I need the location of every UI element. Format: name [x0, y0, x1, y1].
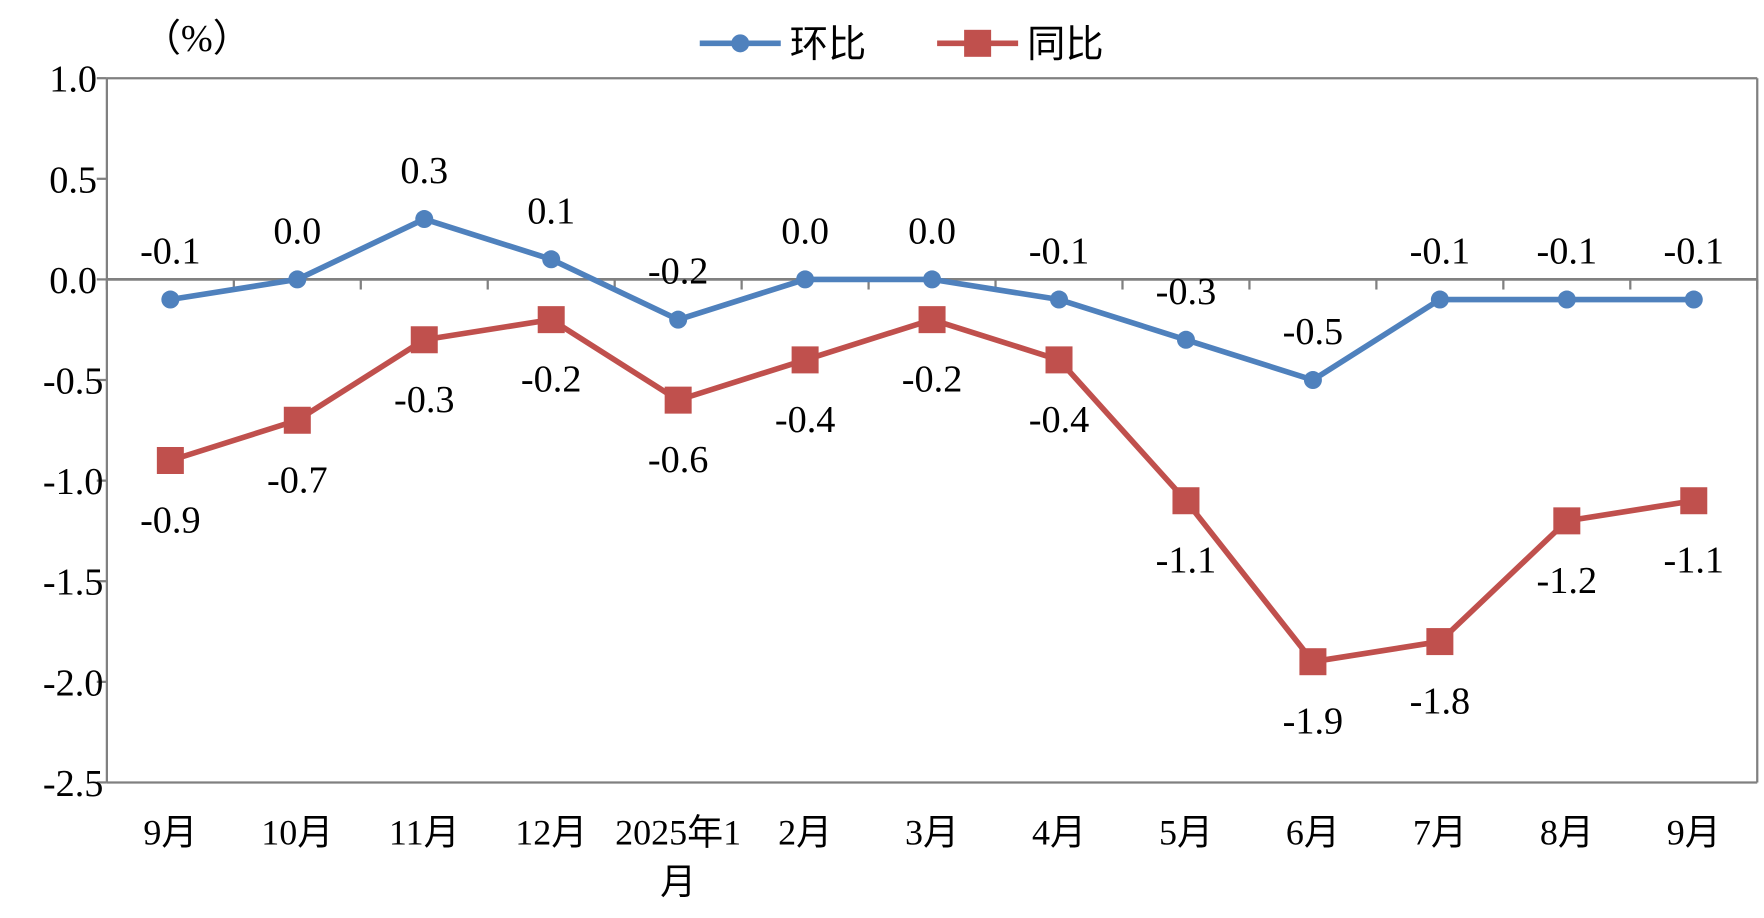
- data-label: -0.2: [521, 359, 582, 401]
- data-point: [664, 386, 692, 414]
- data-point: [283, 406, 311, 434]
- data-label: -0.3: [394, 379, 455, 421]
- data-point: [161, 290, 180, 309]
- data-label: -0.1: [1029, 231, 1090, 273]
- data-label: -0.1: [140, 231, 201, 273]
- x-tick-label: 6月: [1286, 812, 1340, 852]
- data-point: [156, 446, 184, 474]
- data-point: [542, 250, 561, 269]
- axes: 1.0 0.5 0.0 -0.5 -1.0 -1.5 -2.0 -2.5 9月 10月 11月 12月…: [43, 59, 1759, 902]
- data-label: -0.2: [648, 251, 709, 293]
- data-label: 0.3: [400, 150, 448, 192]
- x-tick-label: 11月: [389, 812, 460, 852]
- legend-label: 环比: [790, 24, 867, 66]
- data-point: [1557, 290, 1576, 309]
- data-point: [1553, 507, 1581, 535]
- x-tick-label: 5月: [1159, 812, 1213, 852]
- y-tick-label: -1.5: [43, 562, 104, 604]
- x-tick-label: 2025年1 月: [615, 812, 741, 902]
- data-point: [1299, 648, 1327, 676]
- y-tick-label: -2.0: [43, 662, 104, 704]
- data-label: -0.1: [1410, 231, 1471, 273]
- series-group: -0.1 0.0 0.3 0.1 -0.2 0.0 0.0 -0.1 -0.3 -0.5 -0.1 -…: [140, 150, 1724, 743]
- series-yoy: -0.9 -0.7 -0.3 -0.2 -0.6 -0.4 -0.2 -0.4 -1.1 -1.9…: [140, 306, 1724, 743]
- x-tick-label: 9月: [143, 812, 197, 852]
- y-tick-label: -0.5: [43, 361, 104, 403]
- y-tick-label: 1.0: [49, 59, 97, 101]
- data-point: [1684, 290, 1703, 309]
- legend-marker: [964, 29, 992, 57]
- data-point: [288, 270, 307, 289]
- x-tick-label: 7月: [1413, 812, 1467, 852]
- legend-marker: [731, 34, 750, 53]
- data-label: -0.4: [775, 399, 836, 441]
- data-label: -1.8: [1410, 681, 1471, 723]
- data-label: -1.1: [1663, 540, 1724, 582]
- data-label: 0.0: [273, 210, 321, 252]
- data-point: [415, 210, 434, 229]
- legend: 环比 同比: [699, 24, 1104, 66]
- data-point: [537, 306, 565, 334]
- legend-label: 同比: [1027, 24, 1104, 66]
- y-tick-label: 0.0: [49, 260, 97, 302]
- data-point: [1176, 330, 1195, 349]
- data-point: [1426, 628, 1454, 656]
- y-unit-label: （%）: [143, 18, 251, 60]
- data-point: [1172, 487, 1200, 515]
- data-label: -0.9: [140, 499, 201, 541]
- data-point: [1050, 290, 1069, 309]
- x-tick-label: 12月: [515, 812, 587, 852]
- data-label: 0.0: [908, 210, 956, 252]
- data-label: -0.4: [1029, 399, 1090, 441]
- series-mom: -0.1 0.0 0.3 0.1 -0.2 0.0 0.0 -0.1 -0.3 -0.5 -0.1 -…: [140, 150, 1724, 390]
- y-tick-label: -2.5: [43, 763, 104, 805]
- data-point: [1680, 487, 1708, 515]
- data-point: [791, 346, 819, 374]
- data-point: [410, 326, 438, 354]
- data-label: -0.1: [1537, 231, 1598, 273]
- y-tick-label: 0.5: [49, 159, 97, 201]
- data-label: -0.7: [267, 459, 328, 501]
- data-point: [1045, 346, 1073, 374]
- data-label: -1.9: [1283, 701, 1344, 743]
- data-point: [1430, 290, 1449, 309]
- x-tick-label: 10月: [261, 812, 333, 852]
- data-label: -0.2: [902, 359, 963, 401]
- data-point: [1303, 371, 1322, 390]
- x-tick-label: 9月: [1667, 812, 1721, 852]
- data-point: [918, 306, 946, 334]
- data-label: 0.1: [527, 190, 575, 232]
- data-point: [923, 270, 942, 289]
- y-tick-label: -1.0: [43, 461, 104, 503]
- data-label: -0.3: [1156, 271, 1217, 313]
- x-tick-label: 4月: [1032, 812, 1086, 852]
- data-label: -0.5: [1283, 311, 1344, 353]
- data-label: -0.1: [1663, 231, 1724, 273]
- data-label: 0.0: [781, 210, 829, 252]
- x-tick-label: 8月: [1540, 812, 1594, 852]
- x-tick-label: 2月: [778, 812, 832, 852]
- data-label: -0.6: [648, 439, 709, 481]
- x-tick-label: 3月: [905, 812, 959, 852]
- data-label: -1.2: [1537, 560, 1598, 602]
- data-point: [669, 310, 688, 329]
- data-point: [796, 270, 815, 289]
- data-label: -1.1: [1156, 540, 1217, 582]
